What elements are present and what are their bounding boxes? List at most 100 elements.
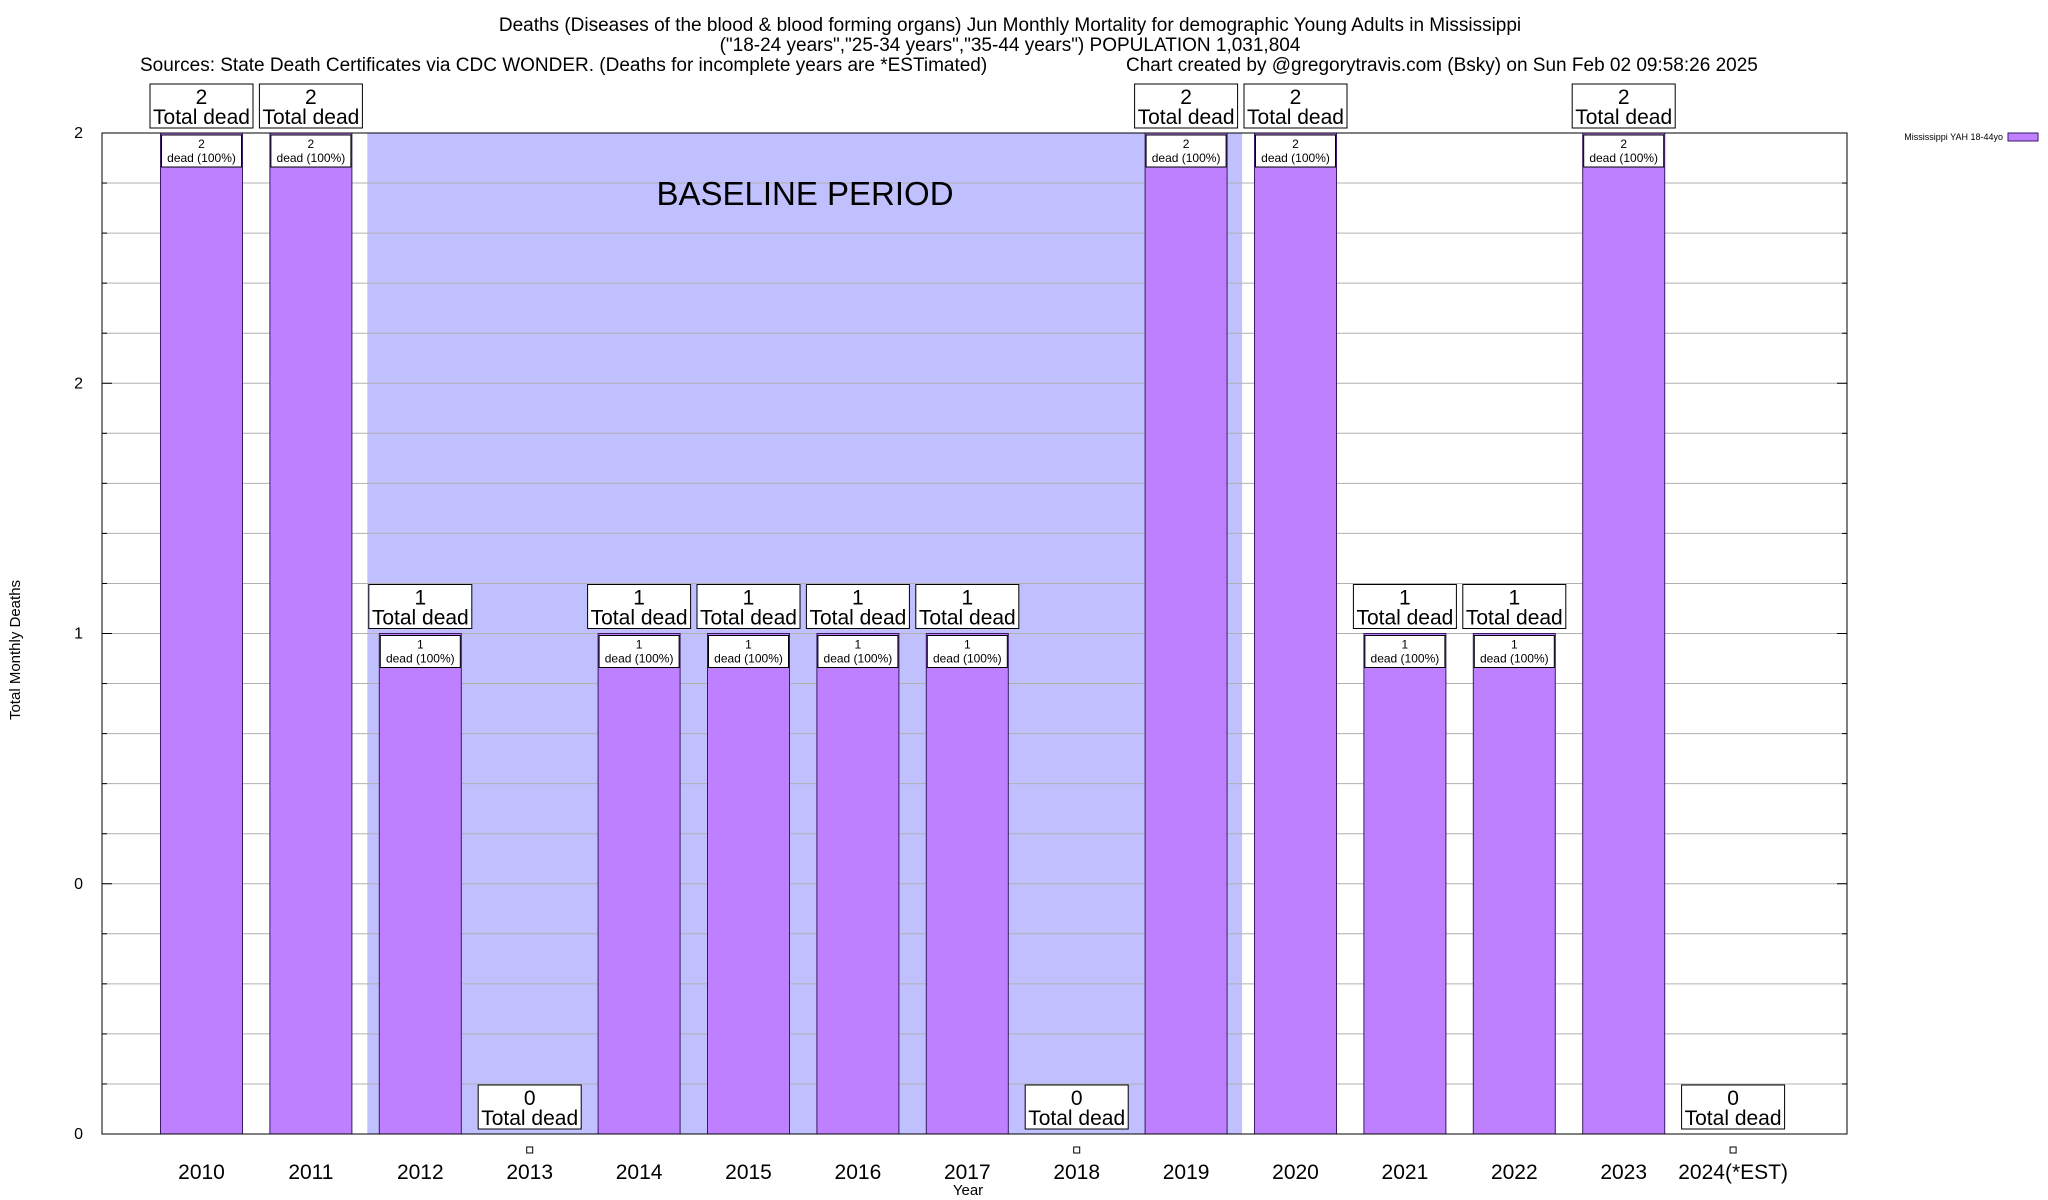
bar (378, 633, 462, 1135)
bar (269, 132, 353, 1135)
bar (1144, 132, 1228, 1135)
total-label-box (258, 83, 363, 129)
total-text-label: Total dead (1575, 106, 1672, 129)
total-label-box (1571, 83, 1676, 129)
total-text-label: Total dead (809, 607, 906, 630)
total-text-label: Total dead (1356, 607, 1453, 630)
chart-title-line-2: ("18-24 years","25-34 years","35-44 year… (720, 35, 1301, 56)
total-value-label: 1 (852, 587, 864, 610)
x-tick-label: 2023 (1600, 1161, 1647, 1184)
total-label-box (149, 83, 254, 129)
bar-inner-label-box (926, 635, 1008, 668)
bar-inner-label: dead (100%) (1480, 652, 1549, 666)
x-tick-label: 2024(*EST) (1678, 1161, 1788, 1184)
total-value-label: 1 (1508, 587, 1520, 610)
bar-inner-label: dead (100%) (933, 652, 1002, 666)
total-text-label: Total dead (1138, 106, 1235, 129)
zero-marker (526, 1146, 534, 1154)
total-text-label: Total dead (262, 106, 359, 129)
zero-marker (1073, 1146, 1081, 1154)
bar-inner-label: dead (100%) (1589, 151, 1658, 165)
x-tick-label: 2015 (725, 1161, 772, 1184)
total-value-label: 1 (1399, 587, 1411, 610)
bar-inner-label: dead (100%) (824, 652, 893, 666)
bar-inner-value: 1 (745, 638, 752, 652)
bar (1582, 132, 1666, 1135)
total-label-box (1024, 1084, 1129, 1130)
total-label-box (587, 584, 692, 629)
total-value-label: 2 (1618, 86, 1630, 109)
total-label-box (1243, 83, 1348, 129)
total-text-label: Total dead (591, 607, 688, 630)
bar-inner-label-box (270, 134, 352, 168)
total-label-box (1462, 584, 1567, 629)
bar-inner-label: dead (100%) (277, 151, 346, 165)
x-tick-label: 2014 (616, 1161, 663, 1184)
x-tick-label: 2021 (1382, 1161, 1429, 1184)
total-value-label: 2 (1290, 86, 1302, 109)
total-text-label: Total dead (153, 106, 250, 129)
bar-inner-value: 1 (1402, 638, 1409, 652)
bar-inner-value: 2 (1292, 137, 1299, 151)
legend-label: Mississippi YAH 18-44yo (1904, 132, 2003, 142)
bar-inner-label: dead (100%) (714, 652, 783, 666)
chart-title-line-1: Deaths (Diseases of the blood & blood fo… (499, 15, 1521, 36)
x-tick-label: 2016 (835, 1161, 882, 1184)
x-tick-label: 2022 (1491, 1161, 1538, 1184)
total-value-label: 1 (633, 587, 645, 610)
bar-inner-value: 2 (1620, 137, 1627, 151)
x-tick-label: 2010 (178, 1161, 225, 1184)
chart-credit: Chart created by @gregorytravis.com (Bsk… (1126, 55, 1758, 76)
total-label-box (915, 584, 1020, 629)
bar (1254, 132, 1337, 1135)
total-value-label: 2 (196, 86, 208, 109)
y-tick-label: 1 (74, 626, 83, 643)
bar-inner-value: 1 (855, 638, 862, 652)
total-text-label: Total dead (1685, 1107, 1782, 1130)
total-label-box (1681, 1084, 1786, 1130)
total-value-label: 1 (414, 587, 426, 610)
total-text-label: Total dead (919, 607, 1016, 630)
bar-inner-value: 2 (1183, 137, 1190, 151)
bar-inner-value: 2 (308, 137, 315, 151)
total-text-label: Total dead (372, 607, 469, 630)
bar-inner-label-box (1255, 134, 1336, 168)
bar (925, 633, 1009, 1135)
y-tick-label: 2 (74, 125, 83, 142)
zero-marker (1729, 1146, 1737, 1154)
total-text-label: Total dead (1028, 1107, 1125, 1130)
total-value-label: 0 (1071, 1087, 1083, 1110)
total-label-box (477, 1084, 582, 1130)
bar-inner-label: dead (100%) (1152, 151, 1221, 165)
total-value-label: 1 (961, 587, 973, 610)
y-tick-label: 0 (74, 876, 83, 893)
bar-inner-label-box (708, 635, 789, 668)
total-value-label: 0 (524, 1087, 536, 1110)
x-axis-label: Year (953, 1182, 983, 1199)
x-tick-label: 2020 (1272, 1161, 1319, 1184)
bar (1363, 633, 1447, 1135)
x-tick-label: 2013 (506, 1161, 553, 1184)
legend-swatch (2007, 132, 2039, 142)
bar-inner-value: 1 (417, 638, 424, 652)
x-tick-label: 2011 (288, 1161, 333, 1184)
bar (597, 633, 681, 1135)
total-text-label: Total dead (1247, 106, 1344, 129)
bar-inner-label-box (379, 635, 461, 668)
bar-inner-value: 1 (964, 638, 971, 652)
bar-inner-label-box (1364, 635, 1446, 668)
bar-inner-label: dead (100%) (1371, 652, 1440, 666)
total-value-label: 2 (1180, 86, 1192, 109)
bar-inner-value: 2 (198, 137, 205, 151)
bar-inner-label-box (1473, 635, 1555, 668)
bar-inner-label-box (598, 635, 680, 668)
bar-inner-label-box (1583, 134, 1665, 168)
bar-inner-label: dead (100%) (386, 652, 455, 666)
bar-inner-label-box (817, 635, 899, 668)
bar (1472, 633, 1556, 1135)
x-tick-label: 2012 (397, 1161, 444, 1184)
total-label-box (1134, 83, 1239, 129)
bar-inner-value: 1 (636, 638, 643, 652)
bar (816, 633, 900, 1135)
